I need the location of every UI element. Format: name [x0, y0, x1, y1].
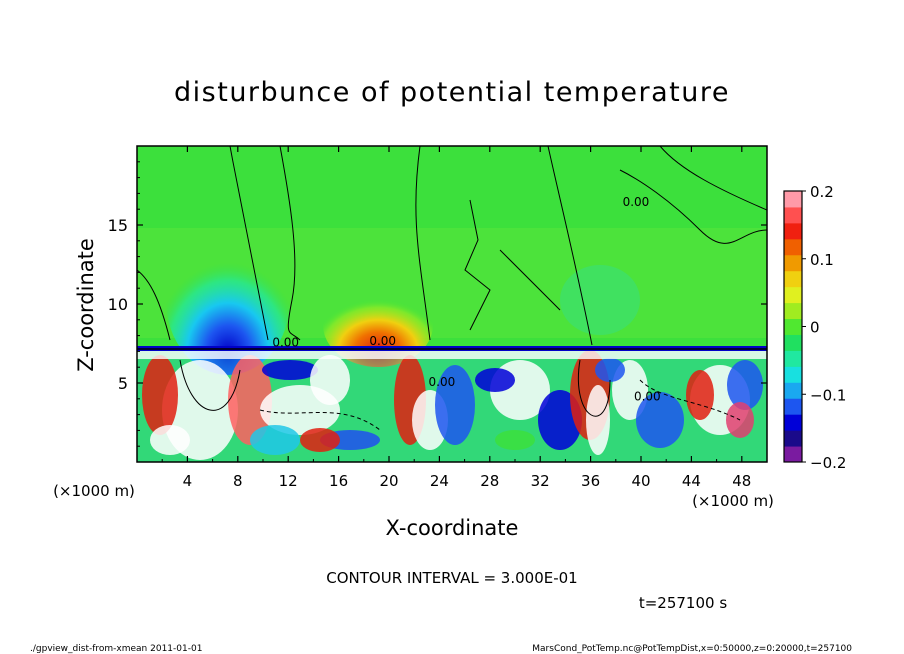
cyan-patch — [560, 265, 640, 335]
footer-right: MarsCond_PotTemp.nc@PotTempDist,x=0:5000… — [532, 644, 852, 654]
time-label: t=257100 s — [639, 594, 727, 612]
colorbar-swatch — [784, 414, 802, 431]
field-blob — [150, 425, 190, 455]
contour-line — [415, 146, 431, 341]
colorbar-swatch — [784, 206, 802, 224]
contour-line — [659, 146, 767, 211]
field-blob — [686, 370, 714, 420]
contour-lines — [137, 146, 767, 431]
y-axis: 5 10 15 — [108, 161, 767, 447]
field-blob — [495, 430, 535, 450]
contour-line — [179, 359, 241, 411]
colorbar-tick-label: 0 — [810, 319, 820, 337]
lower-layer-blobs — [137, 346, 767, 460]
contour-labels: 0.00 0.00 0.00 0.00 0.00 — [272, 195, 660, 403]
y-axis-label: Z-coordinate — [74, 238, 98, 372]
x-tick-label: 12 — [279, 472, 298, 490]
x-tick-label: 8 — [233, 472, 243, 490]
colorbar-tick-label: −0.2 — [810, 454, 846, 472]
field-blob — [435, 365, 475, 445]
contour-line — [137, 269, 171, 341]
field-blob — [262, 360, 318, 380]
cold-plume — [166, 225, 290, 375]
colorbar-swatch — [784, 286, 802, 304]
contour-line — [619, 169, 767, 244]
field-blob — [142, 355, 178, 435]
contour-line-dashed — [639, 379, 741, 421]
x-axis-label: X-coordinate — [386, 516, 519, 540]
field-blob — [310, 355, 350, 405]
y-tick-label: 15 — [108, 216, 128, 235]
colorbar-swatch — [784, 238, 802, 256]
plot-area — [137, 146, 767, 462]
field-blob — [250, 425, 300, 455]
field-blob — [300, 428, 340, 452]
inversion-white — [137, 351, 767, 359]
colorbar-swatch — [784, 254, 802, 272]
field-blob — [475, 368, 515, 392]
x-tick-label: 44 — [682, 472, 701, 490]
x-tick-label: 32 — [531, 472, 550, 490]
x-tick-label: 24 — [430, 472, 449, 490]
colorbar-swatch — [784, 191, 802, 208]
field-blob — [595, 358, 625, 382]
footer-left: ./gpview_dist-from-xmean 2011-01-01 — [30, 644, 202, 654]
y-tick-label: 5 — [118, 374, 128, 393]
contour-interval: CONTOUR INTERVAL = 3.000E-01 — [326, 569, 577, 587]
colorbar-swatch — [784, 398, 802, 415]
x-tick-label: 40 — [631, 472, 650, 490]
contour-label: 0.00 — [634, 389, 661, 403]
colorbar: 0.2 0.1 0 −0.1 −0.2 — [783, 183, 846, 472]
contour-line — [547, 146, 593, 346]
colorbar-swatch — [784, 334, 802, 351]
field-blob — [586, 385, 610, 455]
colorbar-tick-label: −0.1 — [810, 386, 846, 404]
x-tick-label: 16 — [329, 472, 348, 490]
colorbar-swatch — [784, 446, 802, 463]
x-unit-right: (×1000 m) — [692, 492, 774, 510]
colorbar-swatch — [784, 382, 802, 399]
x-tick-label: 36 — [581, 472, 600, 490]
colorbar-swatch — [784, 302, 802, 320]
colorbar-swatch — [784, 318, 802, 335]
colorbar-swatch — [784, 350, 802, 367]
colorbar-swatch — [784, 222, 802, 240]
contour-label: 0.00 — [272, 336, 299, 350]
y-tick-label: 10 — [108, 295, 128, 314]
x-tick-label: 4 — [183, 472, 193, 490]
x-tick-label: 48 — [732, 472, 751, 490]
field-blob — [636, 392, 684, 448]
contour-label: 0.00 — [429, 375, 456, 389]
colorbar-swatch — [784, 430, 802, 447]
x-tick-label: 20 — [379, 472, 398, 490]
contour-line — [499, 249, 561, 311]
contour-line — [578, 359, 611, 417]
contour-line — [279, 146, 301, 341]
colorbar-tick-label: 0.1 — [810, 251, 834, 269]
colorbar-swatch — [784, 366, 802, 383]
colorbar-tick-label: 0.2 — [810, 183, 834, 201]
x-unit-left: (×1000 m) — [53, 482, 135, 500]
colorbar-swatch — [784, 270, 802, 288]
x-tick-label: 28 — [480, 472, 499, 490]
x-axis: 4 8 12 16 20 24 28 32 36 40 44 48 — [161, 146, 751, 490]
contour-label: 0.00 — [623, 195, 650, 209]
field-blob — [727, 360, 763, 410]
contour-label: 0.00 — [369, 334, 396, 348]
chart-title: disturbunce of potential temperature — [174, 77, 730, 108]
contour-line-dashed — [259, 409, 381, 431]
contour-line — [229, 146, 269, 341]
contour-line — [464, 199, 491, 331]
